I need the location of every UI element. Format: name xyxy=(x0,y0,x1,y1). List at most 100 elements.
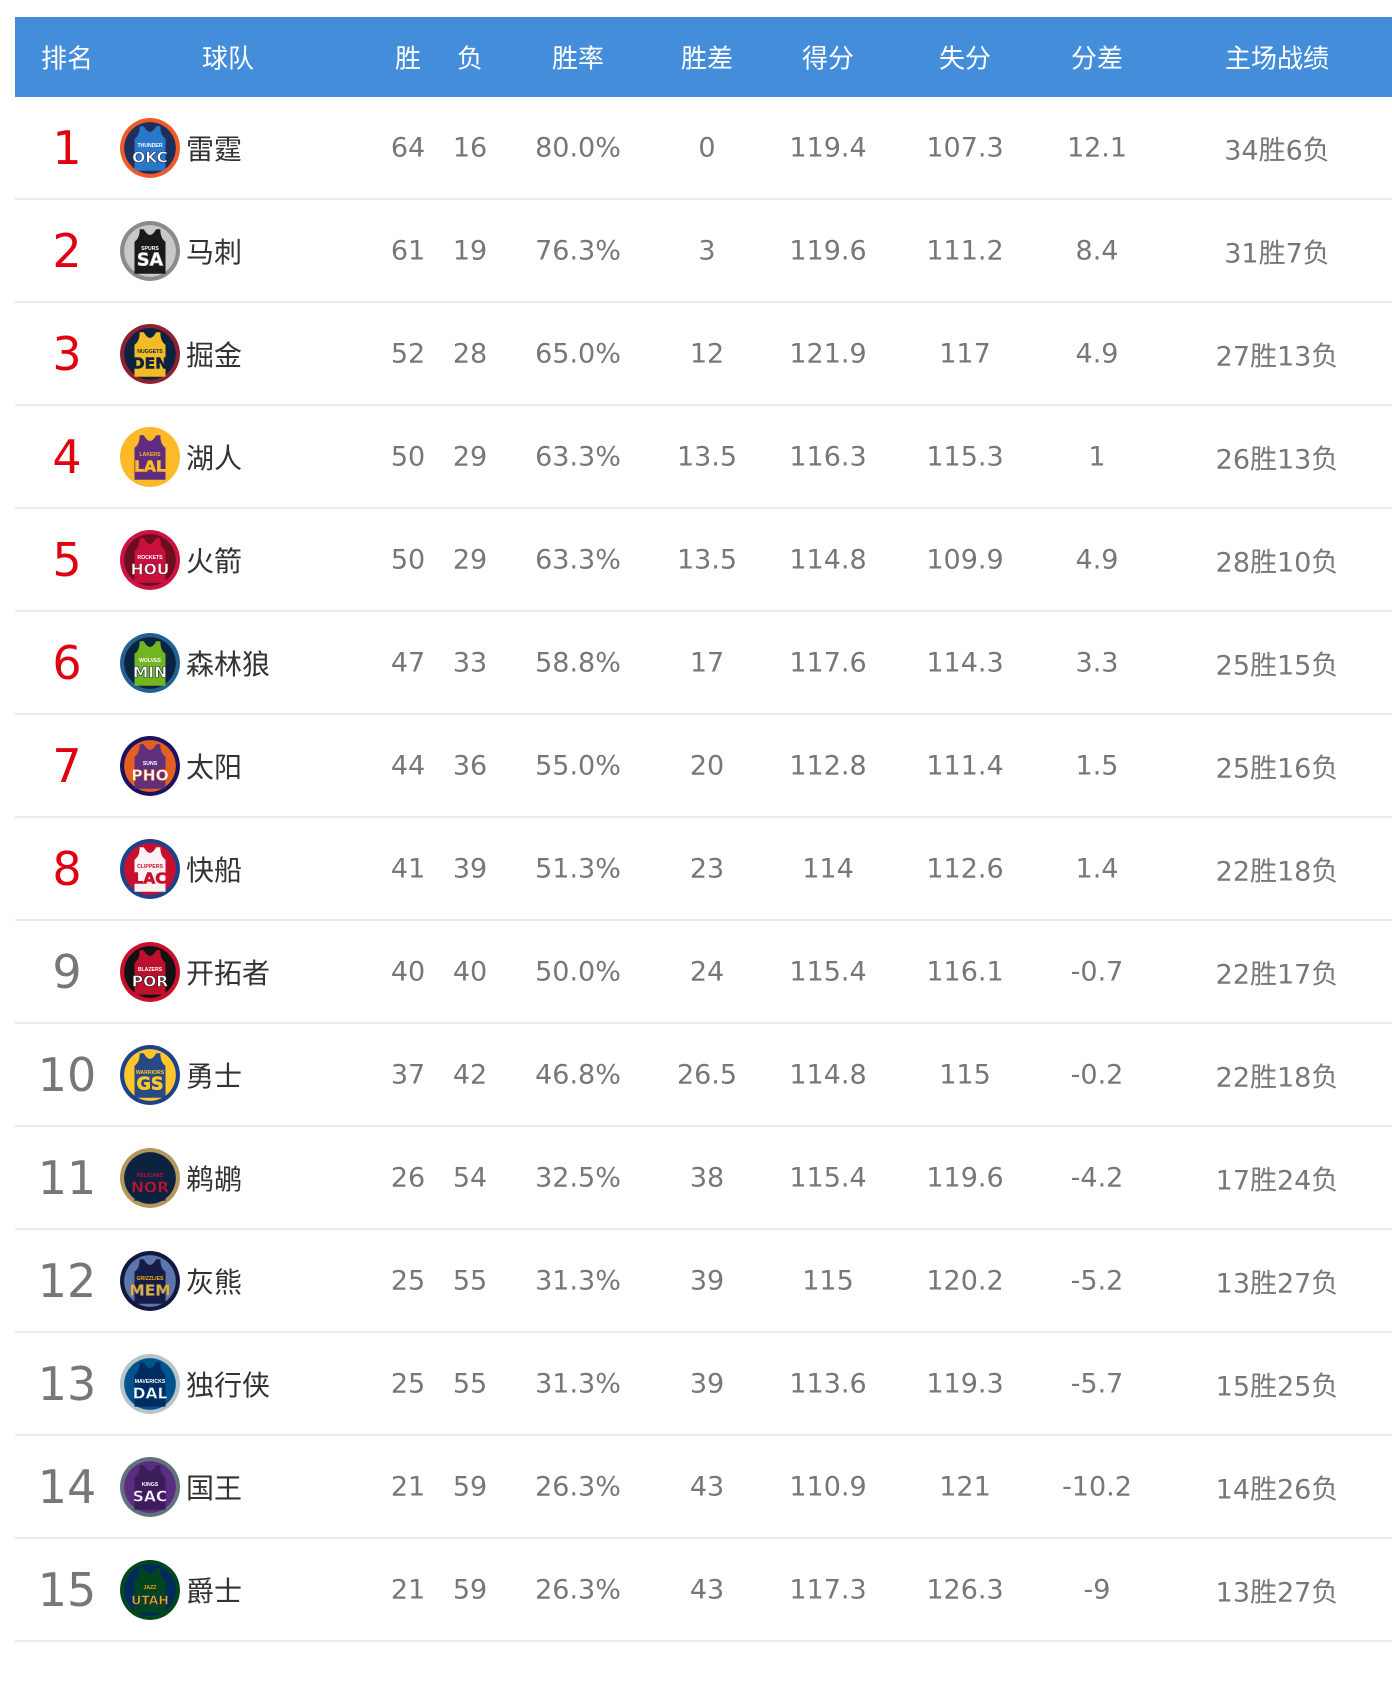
home-record-cell: 27胜13负 xyxy=(1215,341,1339,372)
svg-text:OKC: OKC xyxy=(132,148,168,166)
team-logo-icon[interactable]: WARRIORS GS xyxy=(119,1044,181,1106)
points-against-cell: 119.3 xyxy=(926,1368,1004,1399)
games-behind-cell: 23 xyxy=(689,853,725,884)
win-pct-cell: 63.3% xyxy=(535,441,621,472)
team-logo-icon[interactable]: SPURS SA xyxy=(119,220,181,282)
team-logo-icon[interactable]: THUNDER OKC xyxy=(119,117,181,179)
team-name[interactable]: 太阳 xyxy=(186,750,243,784)
team-logo-icon[interactable]: WOLVES MIN xyxy=(119,632,181,694)
point-diff-cell: -10.2 xyxy=(1062,1471,1132,1502)
home-record-cell: 25胜15负 xyxy=(1215,650,1339,681)
team-name[interactable]: 独行侠 xyxy=(186,1368,271,1402)
table-row[interactable]: 6 森林狼 47 33 58.8% 17 117.6 114.3 3.3 25胜15负 WOLVE… xyxy=(15,612,1392,715)
losses-cell: 54 xyxy=(452,1162,488,1193)
wins-cell: 40 xyxy=(390,956,426,987)
point-diff-cell: 3.3 xyxy=(1075,647,1119,678)
points-against-cell: 119.6 xyxy=(926,1162,1004,1193)
team-logo-icon[interactable]: BLAZERS POR xyxy=(119,941,181,1003)
column-header[interactable]: 胜率 xyxy=(551,44,605,75)
team-logo-icon[interactable]: GRIZZLIES MEM xyxy=(119,1250,181,1312)
column-header[interactable]: 得分 xyxy=(801,44,855,75)
team-name[interactable]: 勇士 xyxy=(186,1059,243,1093)
column-header[interactable]: 胜 xyxy=(394,44,422,75)
column-header[interactable]: 负 xyxy=(456,44,484,75)
rank-cell: 5 xyxy=(52,532,82,587)
team-logo-icon[interactable]: SUNS PHO xyxy=(119,735,181,797)
team-name[interactable]: 爵士 xyxy=(186,1574,243,1608)
wins-cell: 41 xyxy=(390,853,426,884)
team-logo-icon[interactable]: PELICANS NOR xyxy=(119,1147,181,1209)
svg-text:DAL: DAL xyxy=(133,1384,168,1402)
team-name[interactable]: 雷霆 xyxy=(186,132,243,166)
win-pct-cell: 65.0% xyxy=(535,338,621,369)
table-row[interactable]: 11 鹈鹕 26 54 32.5% 38 115.4 119.6 -4.2 17胜24负 PELI… xyxy=(15,1127,1392,1230)
column-header[interactable]: 胜差 xyxy=(680,44,734,75)
team-logo-icon[interactable]: CLIPPERS LAC xyxy=(119,838,181,900)
table-row[interactable]: 8 快船 41 39 51.3% 23 114 112.6 1.4 22胜18负 CLIPPERS… xyxy=(15,818,1392,921)
team-logo-icon[interactable]: JAZZ UTAH xyxy=(119,1559,181,1621)
svg-text:THUNDER: THUNDER xyxy=(137,142,162,148)
table-row[interactable]: 14 国王 21 59 26.3% 43 110.9 121 -10.2 14胜26负 KINGS… xyxy=(15,1436,1392,1539)
points-for-cell: 112.8 xyxy=(789,750,867,781)
win-pct-cell: 58.8% xyxy=(535,647,621,678)
svg-text:NOR: NOR xyxy=(131,1178,169,1196)
table-row[interactable]: 10 勇士 37 42 46.8% 26.5 114.8 115 -0.2 22胜18负 WARR… xyxy=(15,1024,1392,1127)
games-behind-cell: 39 xyxy=(689,1368,725,1399)
column-header[interactable]: 失分 xyxy=(938,44,992,75)
svg-text:PELICANS: PELICANS xyxy=(137,1172,164,1178)
column-header[interactable]: 主场战绩 xyxy=(1224,44,1330,75)
games-behind-cell: 20 xyxy=(689,750,725,781)
svg-text:MAVERICKS: MAVERICKS xyxy=(135,1378,166,1384)
team-name[interactable]: 森林狼 xyxy=(186,647,271,681)
team-name[interactable]: 灰熊 xyxy=(186,1265,243,1299)
team-logo-icon[interactable]: MAVERICKS DAL xyxy=(119,1353,181,1415)
table-row[interactable]: 13 独行侠 25 55 31.3% 39 113.6 119.3 -5.7 15胜25负 MAV… xyxy=(15,1333,1392,1436)
table-row[interactable]: 9 开拓者 40 40 50.0% 24 115.4 116.1 -0.7 22胜17负 BLAZ… xyxy=(15,921,1392,1024)
table-row[interactable]: 3 掘金 52 28 65.0% 12 121.9 117 4.9 27胜13负 NUGGETS … xyxy=(15,303,1392,406)
table-row[interactable]: 2 马刺 61 19 76.3% 3 119.6 111.2 8.4 31胜7负 SPURS SA xyxy=(15,200,1392,303)
team-logo-icon[interactable]: NUGGETS DEN xyxy=(119,323,181,385)
svg-text:NUGGETS: NUGGETS xyxy=(137,348,163,354)
points-against-cell: 109.9 xyxy=(926,544,1004,575)
team-logo-icon[interactable]: KINGS SAC xyxy=(119,1456,181,1518)
losses-cell: 42 xyxy=(452,1059,488,1090)
team-name[interactable]: 火箭 xyxy=(186,544,243,578)
svg-text:GRIZZLIES: GRIZZLIES xyxy=(137,1275,164,1281)
table-row[interactable]: 15 爵士 21 59 26.3% 43 117.3 126.3 -9 13胜27负 JAZZ U… xyxy=(15,1539,1392,1642)
team-name[interactable]: 快船 xyxy=(186,853,243,887)
wins-cell: 21 xyxy=(390,1574,426,1605)
table-row[interactable]: 7 太阳 44 36 55.0% 20 112.8 111.4 1.5 25胜16负 SUNS P… xyxy=(15,715,1392,818)
team-name[interactable]: 马刺 xyxy=(186,235,243,269)
rank-cell: 6 xyxy=(52,635,82,690)
team-logo-icon[interactable]: ROCKETS HOU xyxy=(119,529,181,591)
games-behind-cell: 43 xyxy=(689,1574,725,1605)
column-header[interactable]: 球队 xyxy=(201,44,255,75)
points-for-cell: 113.6 xyxy=(789,1368,867,1399)
win-pct-cell: 80.0% xyxy=(535,132,621,163)
points-against-cell: 112.6 xyxy=(926,853,1004,884)
svg-text:SA: SA xyxy=(137,250,164,270)
wins-cell: 50 xyxy=(390,441,426,472)
rank-cell: 15 xyxy=(37,1562,97,1617)
games-behind-cell: 26.5 xyxy=(676,1059,738,1090)
point-diff-cell: -9 xyxy=(1083,1574,1111,1605)
team-name[interactable]: 国王 xyxy=(186,1471,243,1505)
svg-text:HOU: HOU xyxy=(131,560,170,578)
team-logo-icon[interactable]: LAKERS LAL xyxy=(119,426,181,488)
rank-cell: 10 xyxy=(37,1047,97,1102)
games-behind-cell: 43 xyxy=(689,1471,725,1502)
team-name[interactable]: 湖人 xyxy=(186,441,243,475)
home-record-cell: 26胜13负 xyxy=(1215,444,1339,475)
point-diff-cell: 1.4 xyxy=(1075,853,1119,884)
table-row[interactable]: 5 火箭 50 29 63.3% 13.5 114.8 109.9 4.9 28胜10负 ROCK… xyxy=(15,509,1392,612)
column-header[interactable]: 分差 xyxy=(1070,44,1124,75)
team-name[interactable]: 开拓者 xyxy=(186,956,271,990)
table-row[interactable]: 4 湖人 50 29 63.3% 13.5 116.3 115.3 1 26胜13负 LAKERS… xyxy=(15,406,1392,509)
home-record-cell: 13胜27负 xyxy=(1215,1268,1339,1299)
svg-text:DEN: DEN xyxy=(132,354,168,372)
table-row[interactable]: 1 雷霆 64 16 80.0% 0 119.4 107.3 12.1 34胜6负 THUNDER… xyxy=(15,97,1392,200)
column-header[interactable]: 排名 xyxy=(40,44,94,75)
team-name[interactable]: 掘金 xyxy=(186,338,243,372)
team-name[interactable]: 鹈鹕 xyxy=(186,1162,243,1196)
table-row[interactable]: 12 灰熊 25 55 31.3% 39 115 120.2 -5.2 13胜27负 GRIZZL… xyxy=(15,1230,1392,1333)
